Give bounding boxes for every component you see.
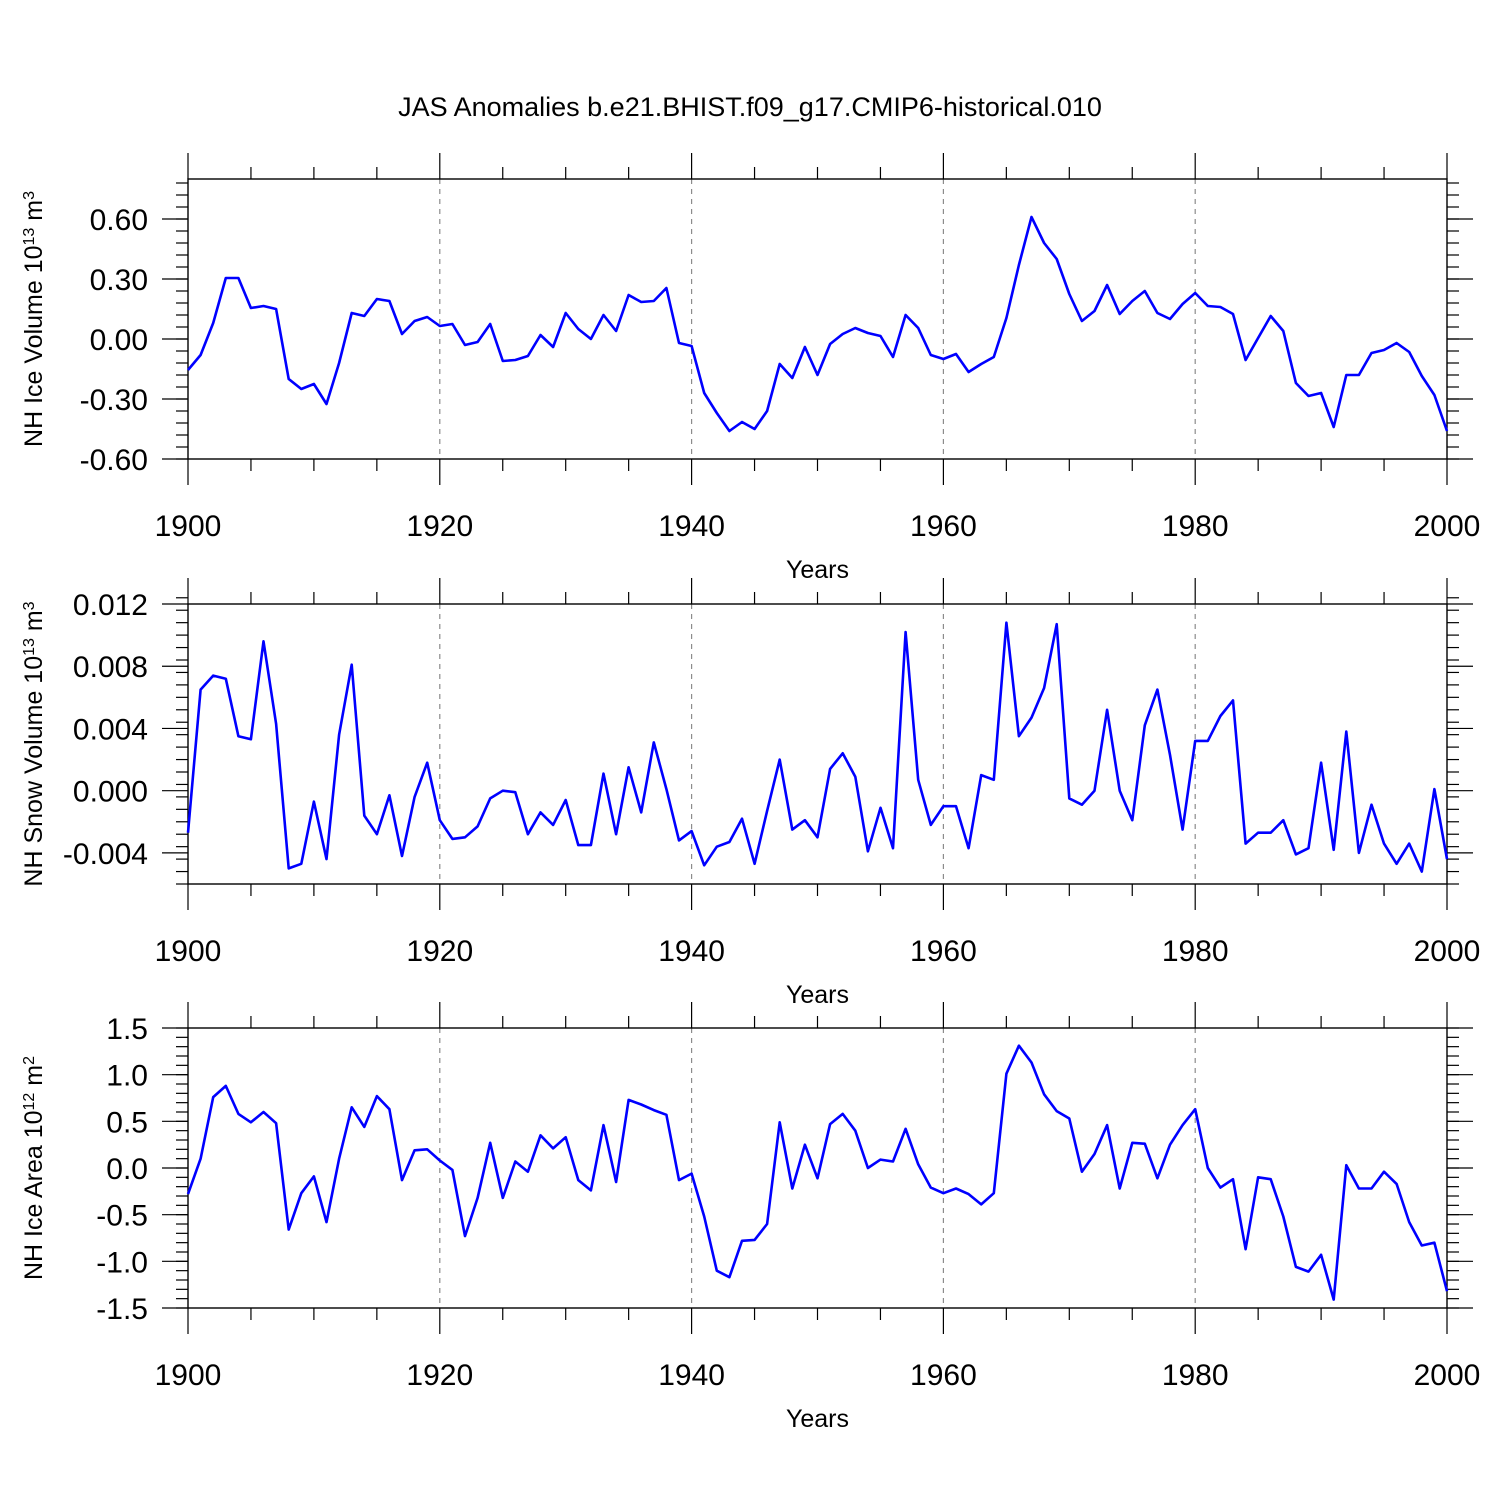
y-tick-label: -1.0 [96, 1246, 148, 1279]
x-tick-label: 1980 [1162, 1359, 1229, 1392]
y-axis-title-superscript: 13 [21, 228, 38, 246]
y-axis-title-superscript: 12 [21, 1093, 38, 1111]
x-tick-label: 1900 [155, 935, 222, 968]
x-axis-title: Years [786, 1405, 849, 1433]
y-tick-label: 0.0 [106, 1153, 148, 1186]
y-axis-title-superscript: 3 [21, 601, 38, 610]
x-tick-label: 1940 [658, 935, 725, 968]
x-tick-label: 1980 [1162, 510, 1229, 543]
x-tick-label: 1960 [910, 935, 977, 968]
y-axis-title: NH Snow Volume 1013 m3 [20, 601, 48, 886]
y-tick-label: 0.00 [90, 324, 148, 357]
plot-frame [187, 178, 1448, 460]
y-axis-title-superscript: 2 [21, 1056, 38, 1065]
ice-area-line [186, 1044, 1449, 1301]
y-axis-title-text: m [20, 610, 48, 638]
y-tick-label: -0.30 [80, 384, 148, 417]
y-axis-title: NH Ice Area 1012 m2 [20, 1056, 48, 1280]
y-axis-title-text: m [20, 1065, 48, 1093]
y-tick-label: -0.5 [96, 1200, 148, 1233]
y-axis-title-text: m [20, 200, 48, 228]
y-tick-label: 0.5 [106, 1106, 148, 1139]
x-tick-label: 1920 [406, 935, 473, 968]
snow-volume-line [186, 621, 1449, 873]
y-tick-label: -0.60 [80, 444, 148, 477]
y-axis-title: NH Ice Volume 1013 m3 [20, 191, 48, 447]
x-tick-label: 1940 [658, 510, 725, 543]
y-axis-title-superscript: 13 [21, 638, 38, 656]
y-tick-label: 1.0 [106, 1060, 148, 1093]
y-axis-title-text: NH Ice Volume 10 [20, 245, 48, 447]
x-tick-label: 1980 [1162, 935, 1229, 968]
y-axis-title-text: NH Snow Volume 10 [20, 656, 48, 887]
x-tick-label: 2000 [1414, 510, 1481, 543]
y-tick-label: 0.012 [73, 589, 148, 622]
y-axis-title-text: NH Ice Area 10 [20, 1110, 48, 1280]
y-tick-label: -1.5 [96, 1293, 148, 1326]
x-axis-title: Years [786, 556, 849, 584]
plot-frame [187, 1027, 1448, 1309]
x-tick-label: 1940 [658, 1359, 725, 1392]
y-axis-title-superscript: 3 [21, 191, 38, 200]
y-tick-label: 0.000 [73, 776, 148, 809]
x-tick-label: 1900 [155, 510, 222, 543]
x-tick-label: 1960 [910, 1359, 977, 1392]
x-tick-label: 1920 [406, 1359, 473, 1392]
snow-volume-panel: -0.004 0.000 0.004 0.008 0.012 1900 1920 1940 19… [20, 578, 1480, 1009]
chart-title: JAS Anomalies b.e21.BHIST.f09_g17.CMIP6-… [398, 92, 1102, 122]
ice-volume-panel: -0.60 -0.30 0.00 0.30 0.60 1900 1920 1940 1960 19… [20, 153, 1480, 584]
plot-frame [187, 603, 1448, 885]
y-tick-label: 0.008 [73, 651, 148, 684]
x-tick-label: 1920 [406, 510, 473, 543]
x-tick-label: 1960 [910, 510, 977, 543]
x-tick-label: 2000 [1414, 935, 1481, 968]
x-tick-label: 2000 [1414, 1359, 1481, 1392]
ice-area-panel: -1.5 -1.0 -0.5 0.0 0.5 1.0 1.5 1900 1920 1940 1960… [20, 1002, 1480, 1433]
y-tick-label: 0.004 [73, 713, 148, 746]
x-tick-label: 1900 [155, 1359, 222, 1392]
x-axis-title: Years [786, 981, 849, 1009]
y-tick-label: 1.5 [106, 1013, 148, 1046]
y-tick-label: 0.60 [90, 204, 148, 237]
ice-volume-line [187, 215, 1449, 433]
y-tick-label: 0.30 [90, 264, 148, 297]
y-tick-label: -0.004 [63, 838, 148, 871]
